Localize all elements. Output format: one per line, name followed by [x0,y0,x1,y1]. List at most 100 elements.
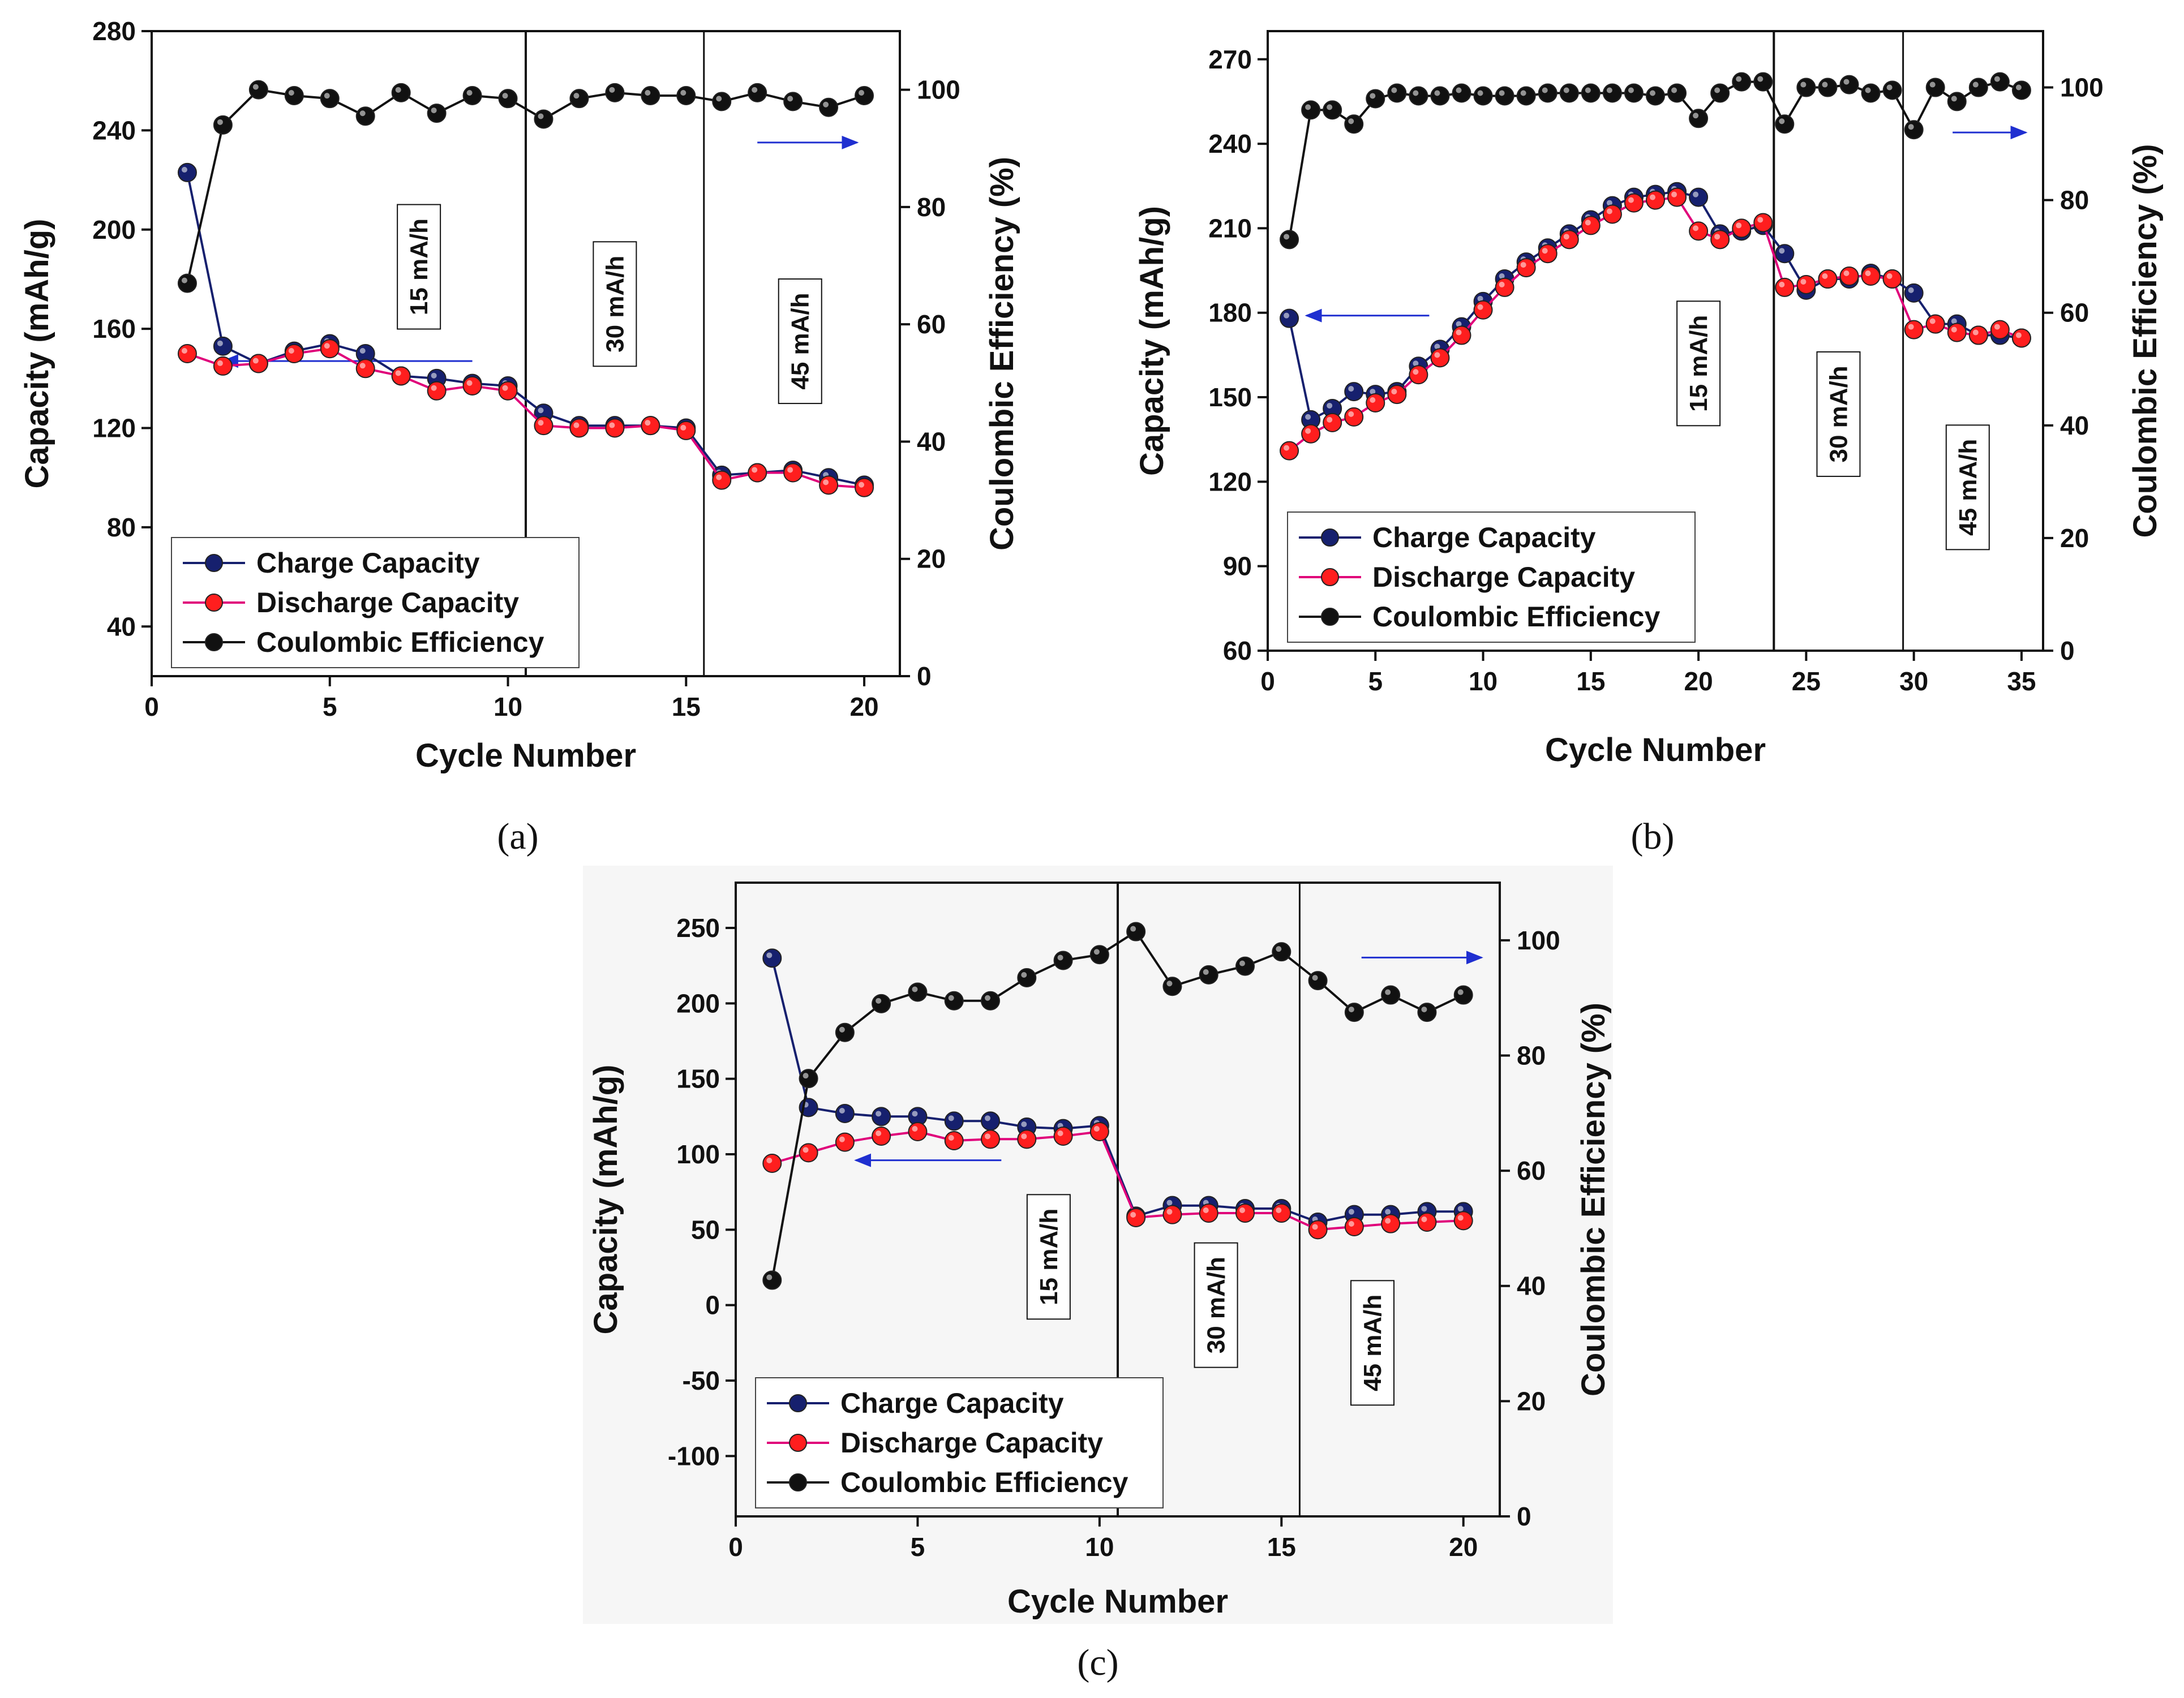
data-point-highlight [803,1073,809,1079]
legend-marker-discharge-capacity [205,594,223,612]
data-point-highlight [1994,76,2000,82]
legend-label-coulombic-efficiency: Coulombic Efficiency [256,626,544,658]
data-point-highlight [466,380,473,386]
data-point-highlight [1312,975,1318,981]
data-point-highlight [1542,87,1548,93]
data-point-highlight [1822,81,1828,88]
data-point-highlight [1499,281,1505,287]
data-point-highlight [1421,1206,1427,1212]
data-point-discharge-capacity [1559,230,1579,250]
data-point-charge-capacity [1280,308,1299,328]
data-point-highlight [1800,278,1807,285]
data-point-highlight [359,363,366,369]
data-point-highlight [1606,87,1612,93]
y2-tick-label: 80 [917,192,946,222]
data-point-highlight [1284,445,1290,451]
data-point-highlight [1650,194,1655,200]
data-point-highlight [1714,234,1720,240]
data-point-highlight [1499,273,1505,279]
data-point-highlight [609,422,615,428]
data-point-highlight [1421,1216,1427,1222]
data-point-highlight [1021,1121,1027,1127]
data-point-highlight [680,424,686,431]
plot-frame [1267,30,2044,652]
rate-label-text: 30 mA/h [601,256,629,353]
x-tick-label: 5 [1368,667,1383,696]
data-point-highlight [1865,87,1871,93]
data-point-highlight [1714,87,1720,93]
data-point-highlight [1671,191,1677,197]
data-point-highlight [1327,416,1333,423]
data-point-highlight [1477,295,1483,302]
data-point-highlight [573,422,580,428]
data-point-highlight [2015,84,2022,91]
data-point-highlight [324,93,330,99]
data-point-highlight [1276,946,1282,952]
data-point-highlight [573,93,580,99]
data-point-charge-capacity [762,948,782,968]
data-point-coulombic-efficiency [534,109,553,129]
data-point-coulombic-efficiency [783,92,803,111]
data-point-highlight [1434,343,1440,350]
data-point-highlight [823,479,829,485]
data-point-highlight [1606,208,1612,214]
data-point-coulombic-efficiency [819,97,839,117]
data-point-highlight [1370,93,1376,99]
data-point-highlight [1413,90,1419,96]
y2-tick-label: 20 [1517,1386,1546,1416]
data-point-highlight [1499,90,1505,96]
data-point-highlight [1628,87,1634,93]
data-point-coulombic-efficiency [1559,83,1579,103]
data-point-highlight [431,372,437,379]
data-point-highlight [1628,197,1634,203]
data-point-highlight [1908,124,1914,130]
data-point-discharge-capacity [1839,266,1859,286]
data-point-discharge-capacity [1199,1203,1218,1223]
data-point-highlight [252,84,259,90]
panel-c-background [583,866,1613,1624]
y-tick-label: 150 [1208,382,1252,412]
rate-label-box [1350,1280,1395,1406]
data-point-highlight [912,1126,918,1132]
data-point-highlight [431,108,437,114]
data-point-discharge-capacity [1710,230,1730,250]
panel-a: 0 5 10 15 20 40 80 120 160 200 240 280 0 20 40 60 80 100 C… [19,16,1020,774]
data-point-highlight [1779,118,1785,124]
legend: Charge Capacity Discharge Capacity Coulomb… [1287,511,1696,643]
data-point-highlight [766,1274,773,1280]
data-point-highlight [395,370,401,376]
data-point-coulombic-efficiency [1753,72,1773,92]
rate-label: 30 mA/h [593,241,637,367]
data-point-coulombic-efficiency [1323,100,1342,120]
data-point-highlight [1239,1207,1245,1213]
data-point-charge-capacity [213,336,233,356]
x-tick-label: 35 [2007,667,2036,696]
data-point-highlight [1370,397,1376,403]
data-point-discharge-capacity [391,366,411,386]
data-point-coulombic-efficiency [1272,942,1291,962]
data-point-discharge-capacity [1646,190,1665,210]
data-point-coulombic-efficiency [1366,89,1385,109]
y-tick-label: -50 [683,1366,720,1395]
data-point-highlight [1166,1200,1173,1206]
data-point-discharge-capacity [2011,328,2031,348]
y-tick-label: 240 [92,115,136,145]
y-tick-label: 200 [676,988,720,1018]
data-point-highlight [1606,200,1612,206]
data-point-coulombic-efficiency [1053,951,1073,970]
data-point-discharge-capacity [1126,1208,1146,1227]
data-point-discharge-capacity [1323,412,1342,432]
data-point-coulombic-efficiency [1581,83,1601,103]
data-point-coulombic-efficiency [1818,78,1838,97]
data-point-coulombic-efficiency [1308,971,1328,991]
data-point-discharge-capacity [762,1154,782,1173]
data-point-discharge-capacity [1235,1203,1255,1223]
data-point-discharge-capacity [799,1143,818,1163]
data-point-highlight [1348,411,1354,417]
y2-tick-label: 40 [2060,411,2089,440]
data-point-charge-capacity [1689,187,1709,207]
legend-marker-coulombic-efficiency [1321,608,1339,626]
data-point-highlight [1736,76,1742,82]
data-point-highlight [1929,81,1936,88]
data-point-coulombic-efficiency [1387,83,1407,103]
